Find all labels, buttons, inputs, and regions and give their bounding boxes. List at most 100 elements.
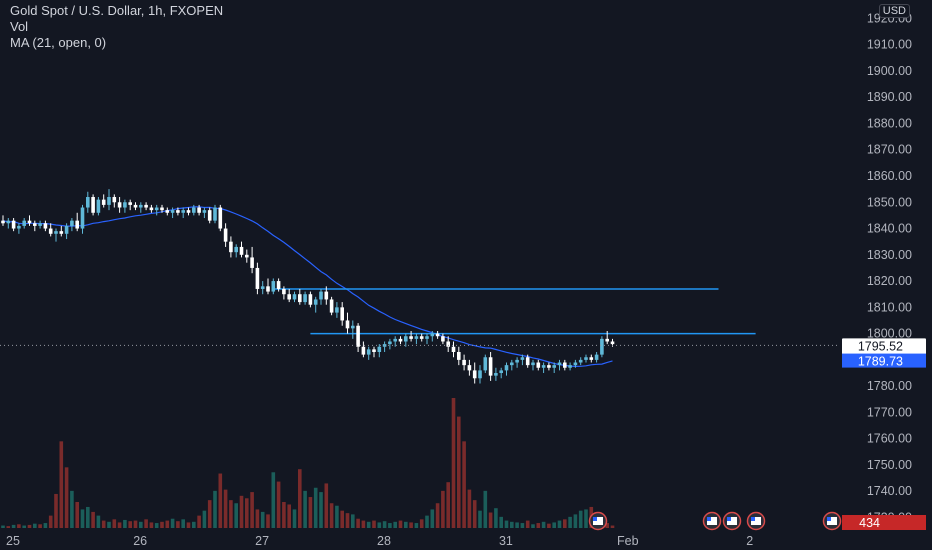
- volume-bar: [223, 489, 228, 528]
- volume-bar: [207, 500, 212, 528]
- volume-bar: [494, 508, 498, 528]
- candle-body: [388, 341, 392, 345]
- horizontal-lines[interactable]: [273, 288, 756, 335]
- price-tick-label: 1830.00: [867, 248, 912, 262]
- calendar-event-icon[interactable]: [822, 511, 842, 531]
- candle-body: [96, 199, 101, 213]
- legend-symbol[interactable]: Gold Spot / U.S. Dollar, 1h, FXOPEN: [10, 3, 224, 18]
- volume-bar: [382, 521, 387, 528]
- time-tick-label: 25: [6, 534, 20, 548]
- candle-body: [398, 338, 403, 342]
- volume-bar: [255, 509, 260, 528]
- candle-body: [478, 370, 482, 379]
- candle-body: [568, 365, 572, 368]
- price-tick-label: 1750.00: [867, 458, 912, 472]
- calendar-event-icon[interactable]: [588, 511, 608, 531]
- candle-body: [22, 220, 26, 226]
- candle-body: [329, 299, 334, 313]
- price-tick-label: 1740.00: [867, 484, 912, 498]
- candle-body: [128, 202, 132, 205]
- candle-body: [372, 349, 376, 352]
- volume-bar: [144, 519, 148, 528]
- volume-bar: [91, 511, 95, 528]
- candle-body: [117, 202, 122, 208]
- candle-body: [27, 220, 32, 224]
- volume-bar: [557, 520, 562, 528]
- candle-body: [377, 346, 382, 352]
- volume-bar: [356, 518, 360, 528]
- volume-bar: [547, 523, 551, 528]
- event-markers[interactable]: [588, 511, 842, 531]
- candle-body: [563, 362, 567, 368]
- time-axis[interactable]: 25 26 27 28 31 Feb 2: [6, 534, 753, 548]
- volume-bar: [319, 492, 323, 528]
- volume-bar: [313, 487, 318, 528]
- price-tick-label: 1850.00: [867, 195, 912, 209]
- volume-bar: [377, 522, 382, 528]
- price-tick-label: 1880.00: [867, 116, 912, 130]
- candle-body: [260, 286, 265, 289]
- candle-body: [594, 354, 599, 360]
- candle-body: [483, 357, 488, 371]
- candle-body: [86, 197, 90, 208]
- candle-body: [170, 210, 175, 213]
- volume-bar: [139, 521, 143, 528]
- calendar-event-icon[interactable]: [722, 511, 742, 531]
- candle-body: [234, 246, 238, 253]
- candle-body: [101, 199, 106, 205]
- chart-legend: Gold Spot / U.S. Dollar, 1h, FXOPEN Vol …: [10, 3, 223, 51]
- currency-label[interactable]: USD: [878, 4, 910, 18]
- volume-bar: [282, 502, 286, 528]
- volume-tag: [842, 515, 926, 530]
- candle-body: [38, 223, 42, 226]
- volume-bar: [276, 481, 281, 528]
- calendar-event-icon[interactable]: [702, 511, 722, 531]
- candle-body: [335, 307, 339, 313]
- candle-body: [531, 362, 535, 366]
- ma-line: [2, 206, 613, 368]
- calendar-event-flag: [727, 517, 737, 525]
- volume-bar: [234, 503, 238, 528]
- price-tick-label: 1840.00: [867, 222, 912, 236]
- volume-bar: [345, 513, 350, 528]
- candle-body: [6, 220, 11, 224]
- volume-bar: [123, 519, 127, 528]
- candle-body: [504, 365, 509, 371]
- volume-bar: [499, 516, 503, 528]
- price-tick-label: 1890.00: [867, 90, 912, 104]
- volume-bar: [409, 522, 413, 528]
- candle-body: [589, 357, 594, 360]
- candle-body: [573, 362, 578, 366]
- candles: [1, 189, 615, 384]
- candle-body: [356, 325, 360, 347]
- volume-bar: [520, 523, 525, 528]
- calendar-event-flag-canton: [727, 517, 731, 521]
- volume-bar: [578, 510, 583, 528]
- volume-bar: [27, 524, 32, 528]
- volume-bar: [483, 490, 488, 528]
- candle-body: [75, 220, 79, 229]
- legend-ma[interactable]: MA (21, open, 0): [10, 35, 107, 50]
- candle-body: [435, 333, 440, 337]
- volume-bar: [43, 523, 48, 528]
- candle-body: [578, 359, 583, 363]
- volume-bar: [372, 520, 376, 528]
- volume-bar: [324, 483, 329, 528]
- candle-body: [462, 359, 466, 366]
- volume-bar: [478, 510, 482, 528]
- calendar-event-flag-canton: [593, 517, 597, 521]
- volume-bar: [186, 522, 191, 528]
- volume-bar: [393, 521, 397, 528]
- legend-volume[interactable]: Vol: [10, 19, 29, 34]
- candle-body: [218, 207, 223, 229]
- candle-body: [541, 365, 546, 368]
- candle-body: [409, 336, 413, 339]
- volume-bar: [239, 495, 244, 528]
- calendar-event-icon[interactable]: [746, 511, 766, 531]
- volume-bar: [154, 523, 159, 528]
- volume-bar: [101, 520, 106, 528]
- candle-body: [419, 336, 424, 339]
- candle-body: [165, 210, 170, 213]
